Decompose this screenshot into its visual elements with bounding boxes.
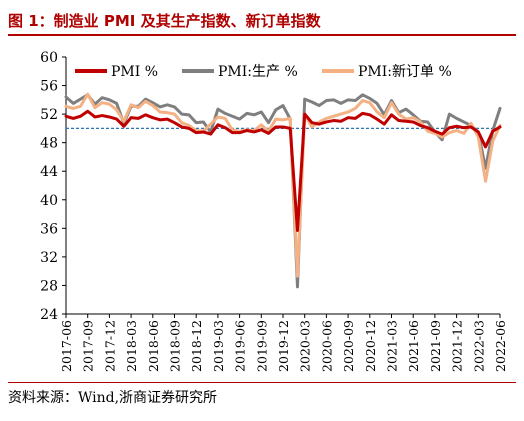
x-tick-label: 2017-06 [59, 320, 74, 372]
x-tick-label: 2022-06 [493, 320, 508, 372]
y-tick-label: 40 [40, 193, 58, 209]
x-tick-label: 2018-06 [146, 320, 161, 372]
legend-label-production: PMI:生产 % [218, 64, 298, 80]
x-tick-label: 2019-09 [254, 320, 269, 372]
series-line-production [64, 93, 502, 289]
legend-label-new-orders: PMI:新订单 % [358, 64, 452, 80]
x-tick-label: 2018-12 [189, 320, 204, 372]
chart-legend: PMI % PMI:生产 % PMI:新订单 % [75, 64, 452, 80]
figure-title: 图 1：制造业 PMI 及其生产指数、新订单指数 [8, 6, 516, 36]
y-tick-label: 36 [40, 221, 58, 237]
y-tick-label: 56 [40, 79, 58, 95]
x-tick-label: 2021-09 [428, 320, 443, 372]
source-note: 资料来源：Wind,浙商证券研究所 [8, 382, 516, 414]
y-tick-label: 44 [40, 164, 58, 180]
x-tick-label: 2019-06 [233, 320, 248, 372]
legend-label-pmi: PMI % [111, 64, 158, 80]
series-line-new-orders [64, 92, 502, 278]
x-tick-label: 2018-03 [124, 320, 139, 372]
x-tick-label: 2019-12 [276, 320, 291, 372]
x-tick-label: 2017-12 [102, 320, 117, 372]
y-tick-label: 24 [40, 307, 58, 323]
x-tick-label: 2022-03 [471, 320, 486, 372]
x-tick-labels: 2017-06 2017-09 2017-12 2018-03 2018-06 2018-… [59, 320, 508, 372]
x-tick-label: 2021-03 [385, 320, 400, 372]
y-tick-label: 60 [40, 50, 58, 66]
series-line-pmi [64, 109, 502, 232]
x-tick-label: 2018-09 [168, 320, 183, 372]
x-tick-label: 2021-12 [450, 320, 465, 372]
y-tick-label: 28 [40, 278, 58, 294]
series-lines [64, 92, 502, 289]
x-tick-label: 2020-03 [298, 320, 313, 372]
x-tick-label: 2019-03 [211, 320, 226, 372]
x-tick-label: 2017-09 [81, 320, 96, 372]
x-tick-label: 2021-06 [406, 320, 421, 372]
y-tick-labels: 24 28 32 36 40 44 48 52 56 60 [40, 50, 58, 323]
y-tick-label: 52 [40, 107, 58, 123]
chart-axes [62, 56, 501, 318]
y-tick-label: 48 [40, 136, 58, 152]
x-tick-label: 2020-09 [341, 320, 356, 372]
x-tick-label: 2020-06 [319, 320, 334, 372]
y-tick-label: 32 [40, 250, 58, 266]
x-tick-label: 2020-12 [363, 320, 378, 372]
